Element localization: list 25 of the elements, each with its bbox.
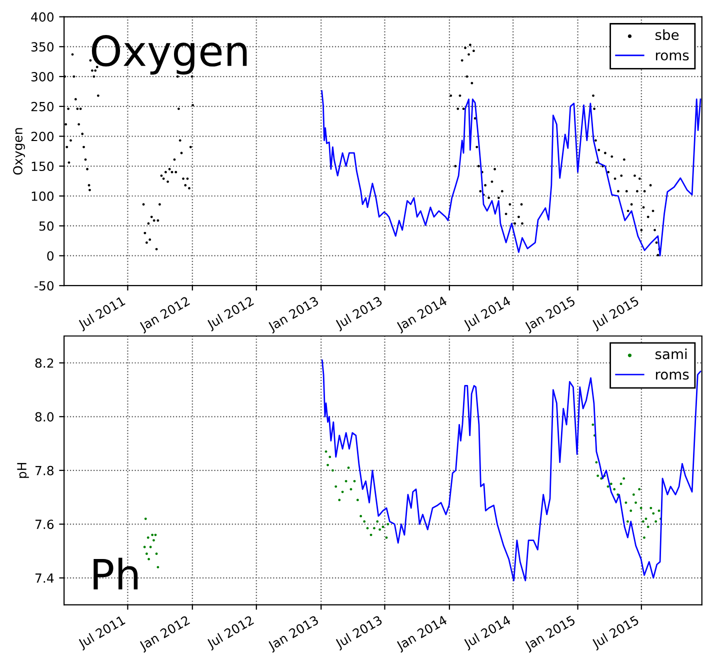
- y-tick-label: 7.6: [35, 520, 54, 530]
- y-tick-label: 7.4: [35, 574, 54, 583]
- y-tick-label: 8.2: [35, 358, 54, 368]
- legend-label: roms: [656, 52, 689, 60]
- y-tick-label: 300: [31, 72, 54, 82]
- y-tick-label: 8.0: [35, 412, 54, 422]
- y-tick-label: 400: [31, 12, 54, 22]
- y-tick-label: 0: [47, 251, 54, 261]
- annotation: Ph: [94, 558, 138, 590]
- legend-label: sami: [655, 348, 687, 360]
- annotation: Oxygen: [92, 35, 247, 75]
- y-tick-label: 50: [39, 221, 54, 231]
- y-axis-title: pH: [17, 462, 29, 478]
- y-tick-label: 150: [32, 162, 54, 172]
- legend-label: sbe: [655, 29, 679, 40]
- y-axis-title: Oxygen: [13, 128, 25, 175]
- y-tick-label: 250: [31, 102, 54, 112]
- y-tick-label: 7.8: [35, 466, 54, 476]
- y-tick-label: 350: [31, 42, 54, 52]
- y-tick-label: 200: [31, 132, 54, 142]
- y-tick-label: -50: [34, 281, 54, 291]
- y-tick-label: 100: [32, 191, 54, 201]
- line-series: [321, 90, 702, 256]
- line-series: [321, 359, 702, 582]
- legend-label: roms: [656, 372, 689, 380]
